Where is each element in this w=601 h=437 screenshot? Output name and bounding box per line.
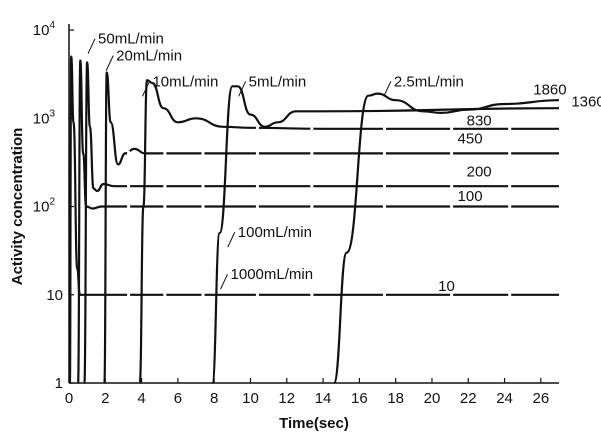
- series-line: [83, 61, 559, 385]
- x-tick-label: 6: [174, 390, 182, 407]
- series-label: 20mL/min: [116, 48, 182, 65]
- x-tick-label: 2: [101, 390, 109, 407]
- series-line: [138, 79, 559, 385]
- x-axis-title: Time(sec): [279, 415, 349, 432]
- x-tick-label: 14: [315, 390, 332, 407]
- label-leader: [383, 81, 392, 97]
- dash-gap: [127, 126, 131, 132]
- x-tick-label: 22: [460, 390, 477, 407]
- x-axis-ticks: 0 2 4 6 8 10 12 14 16 18 20 22 24 26: [65, 378, 549, 407]
- level-label: 200: [467, 163, 492, 180]
- series-lines: [68, 55, 560, 385]
- series-label: 100mL/min: [238, 224, 312, 241]
- label-leader: [238, 81, 247, 97]
- x-tick-label: 26: [533, 390, 550, 407]
- y-tick-exponent: 3: [49, 108, 55, 119]
- label-leader: [142, 81, 150, 97]
- level-label: 450: [458, 130, 483, 147]
- x-tick-label: 20: [424, 390, 441, 407]
- dash-gap: [382, 183, 386, 189]
- x-tick-label: 0: [65, 390, 73, 407]
- label-leader: [105, 55, 114, 71]
- label-leader: [87, 38, 96, 54]
- dash-gap: [310, 292, 314, 298]
- x-tick-label: 8: [210, 390, 218, 407]
- dash-gap: [450, 126, 454, 132]
- dash-gap: [163, 204, 167, 209]
- dash-gap: [127, 150, 131, 156]
- dash-gap: [127, 204, 131, 209]
- label-leader: [220, 273, 228, 290]
- dash-gap: [201, 292, 205, 298]
- series-label: 1000mL/min: [231, 266, 314, 283]
- y-tick-exponent: 4: [49, 20, 55, 31]
- dash-gap: [508, 292, 512, 298]
- dash-gap: [163, 150, 167, 156]
- y-tick-label: 103: [33, 108, 56, 127]
- level-label: 10: [438, 278, 455, 295]
- dash-gap: [450, 204, 454, 209]
- dash-gap: [255, 150, 259, 156]
- y-tick-label: 102: [33, 197, 56, 216]
- dash-gap: [508, 204, 512, 209]
- level-label: 1360: [571, 93, 601, 110]
- dash-gap: [163, 126, 167, 132]
- dash-gap: [450, 292, 454, 298]
- dash-gap: [508, 183, 512, 189]
- dash-gap: [382, 204, 386, 209]
- dash-gap: [201, 126, 205, 132]
- dash-gap: [508, 150, 512, 156]
- dash-gap: [382, 126, 386, 132]
- dash-gap: [310, 204, 314, 209]
- dash-gap: [508, 126, 512, 132]
- dash-gap: [450, 150, 454, 156]
- level-label: 1860: [533, 81, 566, 98]
- x-tick-label: 18: [387, 390, 404, 407]
- series-line: [211, 85, 560, 385]
- dash-gap: [310, 183, 314, 189]
- dash-gap: [127, 292, 131, 298]
- y-tick-label: 1: [55, 375, 63, 392]
- y-axis-title: Activity concentration: [9, 128, 26, 286]
- y-axis-ticks: 1 10 102 103 104: [33, 20, 74, 392]
- series-line: [68, 55, 559, 385]
- dash-gap: [255, 126, 259, 132]
- dash-gap: [450, 183, 454, 189]
- level-label: 830: [467, 112, 492, 129]
- plateau-dash-gaps: [127, 126, 512, 298]
- series-line: [332, 92, 560, 385]
- dash-gap: [201, 183, 205, 189]
- dash-gap: [201, 150, 205, 156]
- dash-gap: [310, 126, 314, 132]
- dash-gap: [310, 150, 314, 156]
- y-tick-label: 10: [46, 287, 63, 304]
- x-tick-label: 16: [351, 390, 368, 407]
- dash-gap: [382, 150, 386, 156]
- y-tick-exponent: 2: [49, 197, 55, 208]
- series-label: 10mL/min: [152, 73, 218, 90]
- dash-gap: [201, 204, 205, 209]
- level-label: 100: [458, 188, 483, 205]
- dash-gap: [163, 183, 167, 189]
- series-line: [103, 71, 559, 385]
- x-tick-label: 10: [242, 390, 259, 407]
- dash-gap: [127, 183, 131, 189]
- series-label: 50mL/min: [98, 31, 164, 48]
- dash-gap: [382, 292, 386, 298]
- x-tick-label: 4: [137, 390, 145, 407]
- label-leader: [227, 231, 236, 248]
- x-tick-label: 12: [278, 390, 295, 407]
- plot-frame: [68, 24, 559, 384]
- series-label: 2.5mL/min: [394, 73, 464, 90]
- x-tick-label: 24: [496, 390, 513, 407]
- series-label: 5mL/min: [249, 73, 307, 90]
- dash-gap: [255, 183, 259, 189]
- dash-gap: [163, 292, 167, 298]
- y-tick-label: 104: [33, 20, 56, 39]
- dash-gap: [255, 292, 259, 298]
- dash-gap: [255, 204, 259, 209]
